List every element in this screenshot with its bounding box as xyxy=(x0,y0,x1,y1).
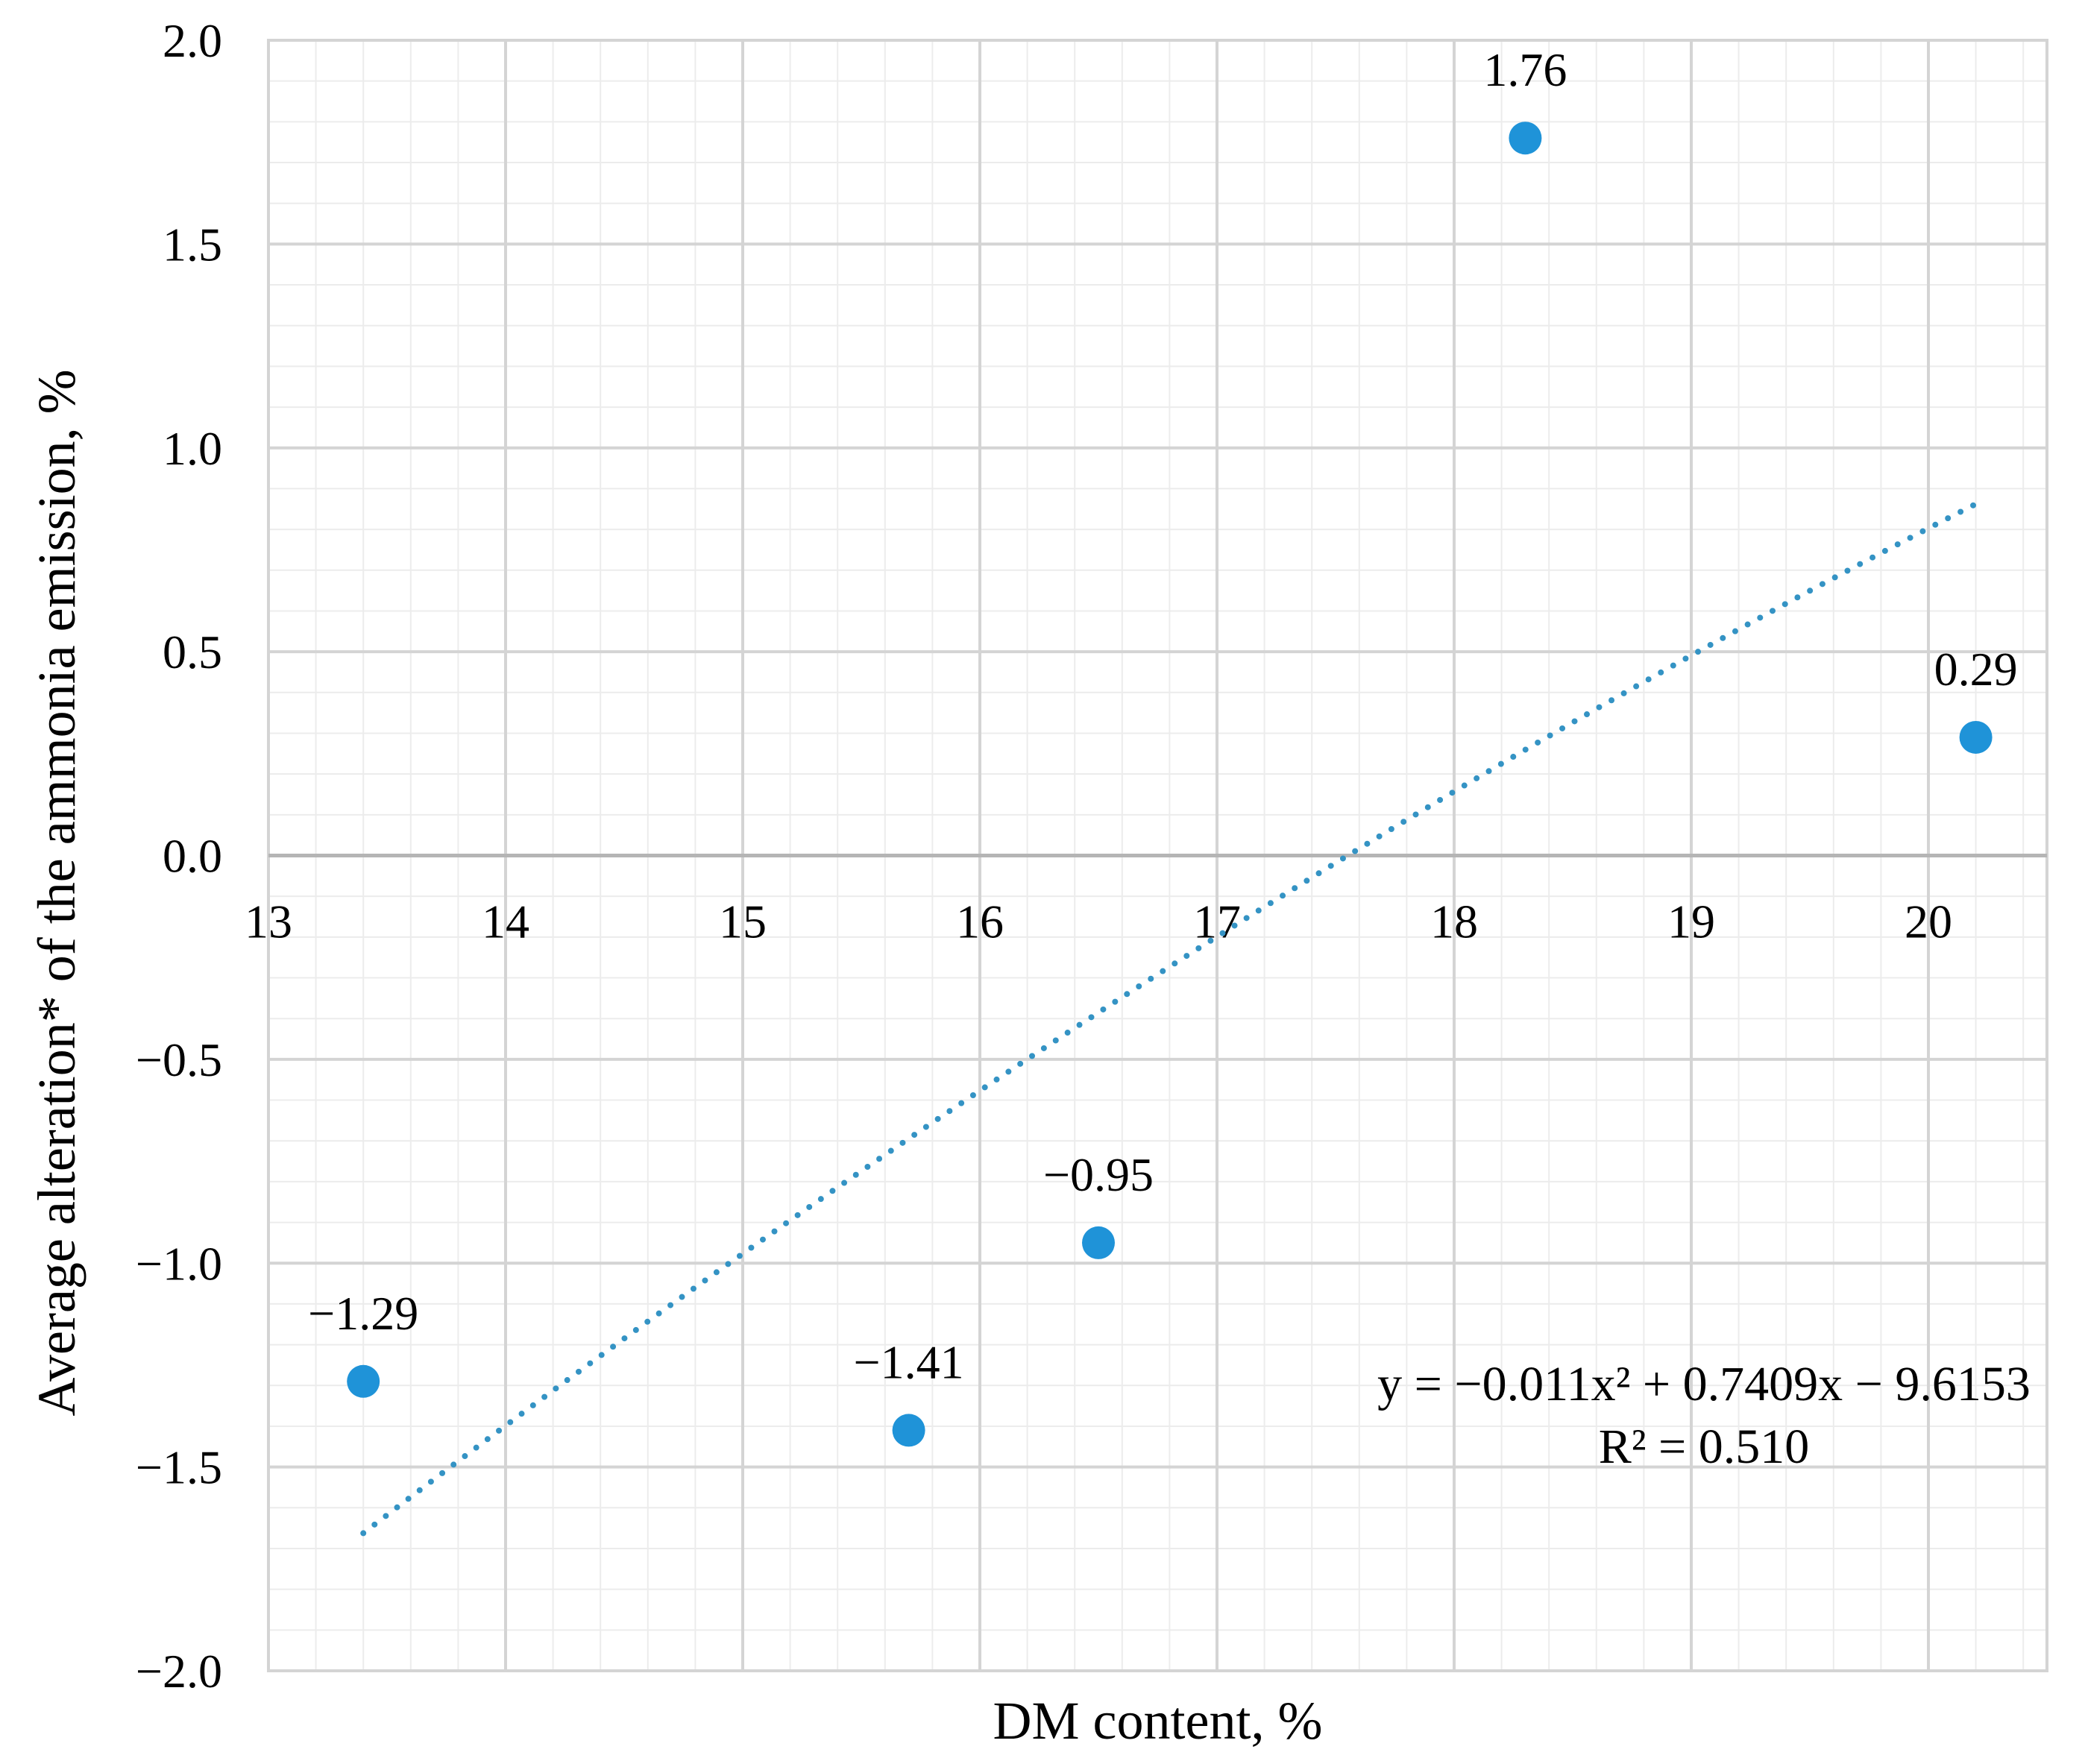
x-axis-title: DM content, % xyxy=(993,1691,1323,1751)
trendline-r-squared: R² = 0.510 xyxy=(1599,1420,1810,1474)
y-tick-label: −1.5 xyxy=(136,1441,222,1494)
x-tick-label: 15 xyxy=(719,895,767,948)
x-tick-label: 20 xyxy=(1905,895,1952,948)
data-label: 0.29 xyxy=(1934,643,2018,696)
y-tick-label: 2.0 xyxy=(163,14,222,67)
data-point xyxy=(1509,122,1542,155)
data-point xyxy=(347,1364,380,1398)
y-tick-label: 0.5 xyxy=(163,626,222,678)
y-axis-ticks: 2.0 1.5 1.0 0.5 0.0 −0.5 −1.0 −1.5 −2.0 xyxy=(136,14,222,1698)
y-tick-label: 0.0 xyxy=(163,830,222,883)
data-point xyxy=(1959,720,1993,754)
x-tick-label: 19 xyxy=(1667,895,1715,948)
data-label: −0.95 xyxy=(1043,1148,1154,1201)
x-tick-label: 13 xyxy=(245,895,292,948)
y-tick-label: −1.0 xyxy=(136,1237,222,1290)
data-label: −1.29 xyxy=(308,1287,418,1340)
y-tick-label: 1.0 xyxy=(163,422,222,475)
data-labels: −1.29 −1.41 −0.95 1.76 0.29 xyxy=(308,43,2017,1388)
trendline-equation: y = −0.011x² + 0.7409x − 9.6153 xyxy=(1377,1357,2031,1411)
y-tick-label: −2.0 xyxy=(136,1645,222,1698)
x-tick-label: 17 xyxy=(1193,895,1241,948)
x-tick-label: 14 xyxy=(482,895,529,948)
y-tick-label: 1.5 xyxy=(163,218,222,271)
data-label: 1.76 xyxy=(1483,43,1567,96)
y-axis-title: Average alteration* of the ammonia emiss… xyxy=(27,369,87,1416)
x-tick-label: 16 xyxy=(956,895,1004,948)
x-tick-label: 18 xyxy=(1430,895,1478,948)
data-label: −1.41 xyxy=(854,1335,964,1388)
data-points xyxy=(347,122,1993,1447)
data-point xyxy=(892,1414,925,1447)
data-point xyxy=(1082,1226,1115,1259)
y-tick-label: −0.5 xyxy=(136,1033,222,1086)
x-axis-ticks: 13 14 15 16 17 18 19 20 xyxy=(245,895,1952,948)
